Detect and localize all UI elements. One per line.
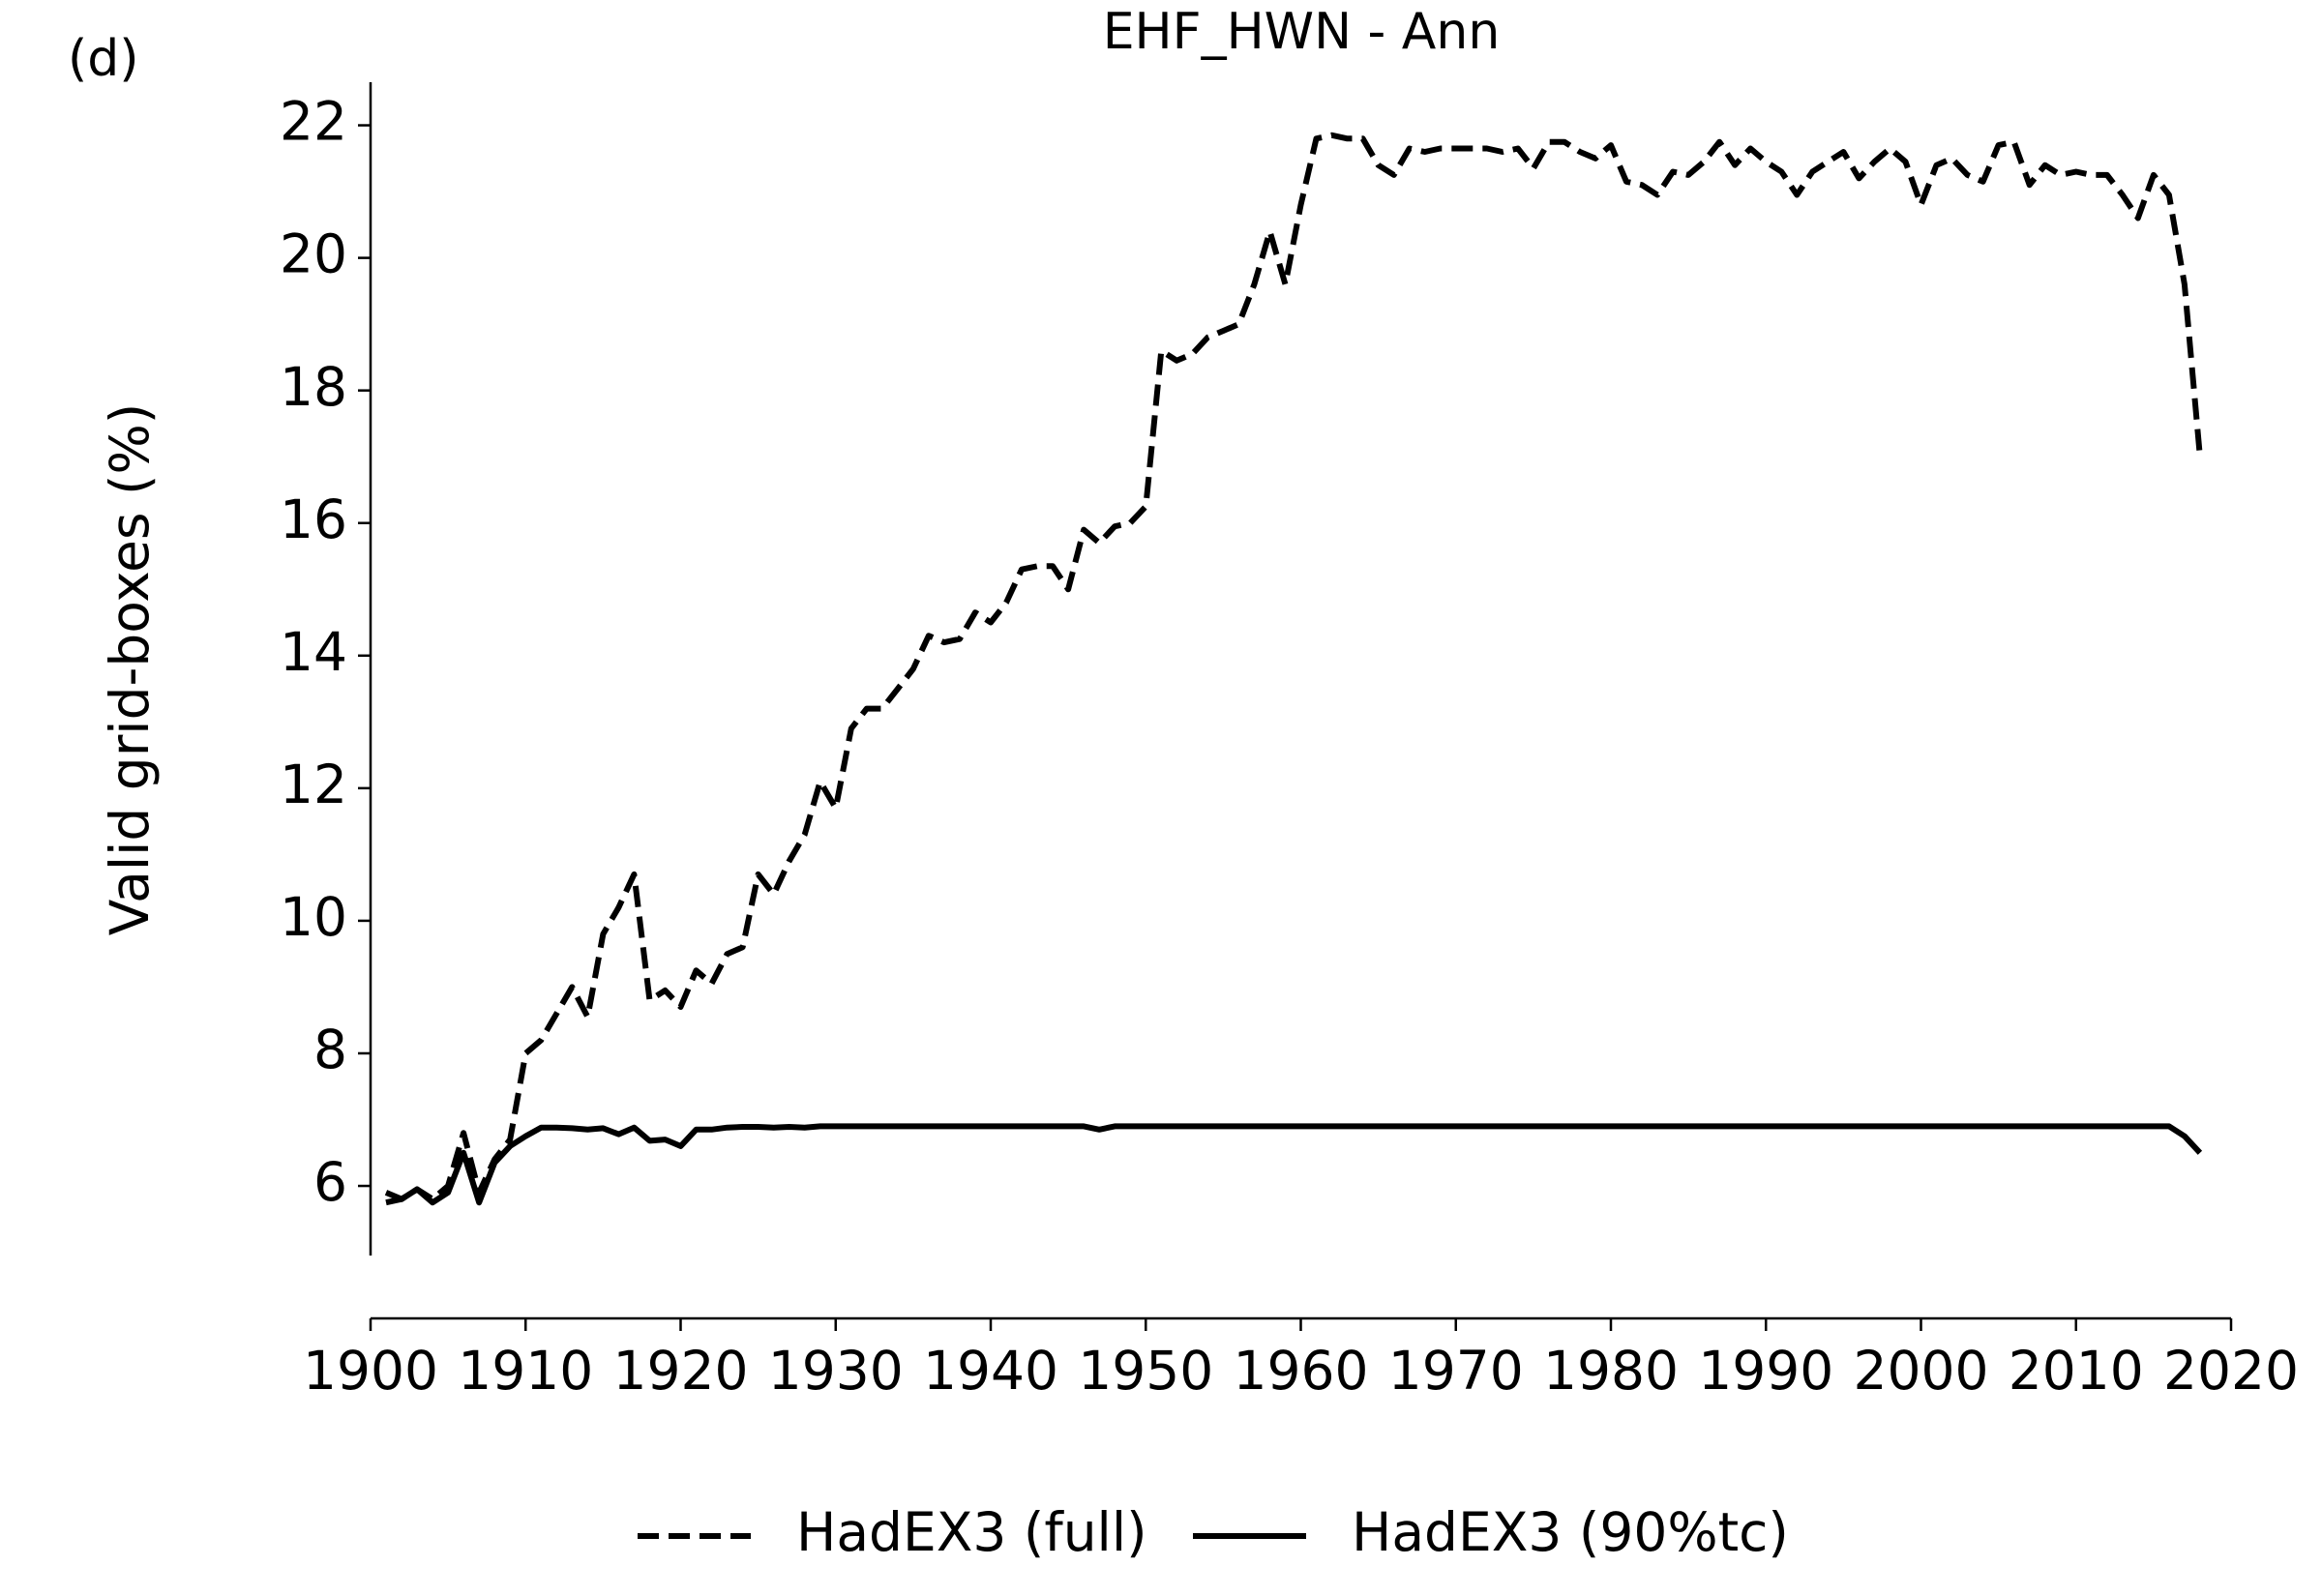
legend-label: HadEX3 (90%tc) <box>1352 1501 1789 1563</box>
y-tick-label: 20 <box>280 223 347 285</box>
y-tick-label: 10 <box>280 886 347 948</box>
panel-label: (d) <box>68 30 139 88</box>
x-tick-label: 2010 <box>2009 1340 2144 1402</box>
x-tick-label: 1970 <box>1388 1340 1524 1402</box>
y-tick-label: 16 <box>280 488 347 550</box>
y-tick-label: 18 <box>280 356 347 418</box>
y-tick-label: 8 <box>313 1019 347 1080</box>
y-tick-label: 6 <box>313 1151 347 1213</box>
data-line <box>384 132 2203 1202</box>
x-tick-label: 1980 <box>1543 1340 1679 1402</box>
x-tick-label: 2020 <box>2163 1340 2299 1402</box>
x-tick-label: 1920 <box>613 1340 749 1402</box>
y-tick-label: 12 <box>280 754 347 815</box>
x-tick-label: 1960 <box>1234 1340 1369 1402</box>
legend-label: HadEX3 (full) <box>796 1501 1147 1563</box>
x-tick-label: 1990 <box>1698 1340 1833 1402</box>
x-tick-label: 1950 <box>1078 1340 1213 1402</box>
chart-title: EHF_HWN - Ann <box>1103 3 1501 61</box>
y-tick-label: 14 <box>280 621 347 683</box>
x-tick-label: 1940 <box>923 1340 1058 1402</box>
x-tick-label: 1930 <box>768 1340 904 1402</box>
x-tick-label: 1910 <box>458 1340 593 1402</box>
x-tick-label: 1900 <box>303 1340 438 1402</box>
y-tick-label: 22 <box>280 91 347 153</box>
x-tick-label: 2000 <box>1854 1340 1989 1402</box>
y-axis-label: Valid grid-boxes (%) <box>99 403 161 935</box>
data-line <box>385 1123 2203 1206</box>
